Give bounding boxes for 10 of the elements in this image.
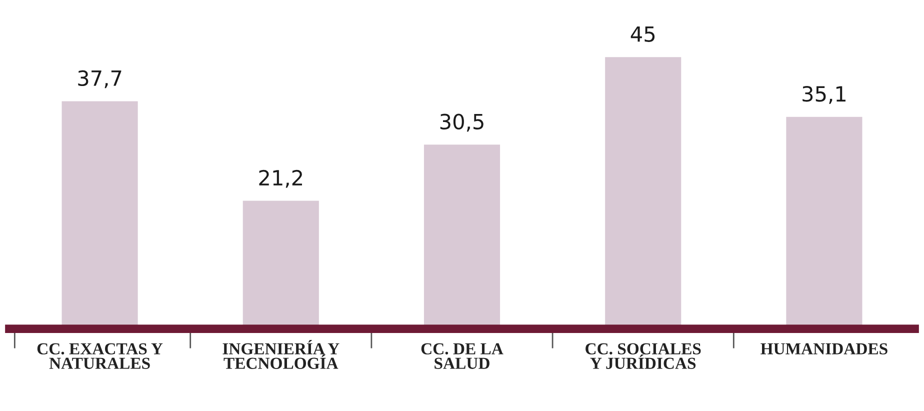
data-label: 45 [630,26,655,42]
x-tick-label: CC. EXACTAS Y NATURALES [37,343,163,369]
x-tick-label: CC. DE LA SALUD [421,343,504,369]
data-label: 21,2 [259,170,302,188]
x-tick-label: HUMANIDADES [760,343,888,354]
data-label: 35,1 [802,86,846,104]
x-tick-label: CC. SOCIALES Y JURÍDICAS [586,343,701,369]
data-label: 30,5 [440,114,484,132]
x-tick-label: INGENIERÍA Y TECNOLOGÍA [222,340,340,369]
data-label: 37,7 [78,70,122,88]
